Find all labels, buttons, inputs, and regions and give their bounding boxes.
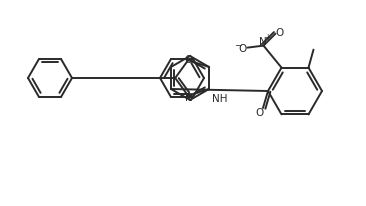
Text: NH: NH	[212, 94, 227, 103]
Text: N: N	[185, 93, 193, 103]
Text: N: N	[259, 36, 266, 46]
Text: +: +	[264, 33, 271, 42]
Text: O: O	[238, 43, 247, 53]
Text: O: O	[275, 27, 284, 37]
Text: O: O	[184, 54, 192, 64]
Text: −: −	[234, 40, 241, 49]
Text: O: O	[256, 108, 264, 117]
